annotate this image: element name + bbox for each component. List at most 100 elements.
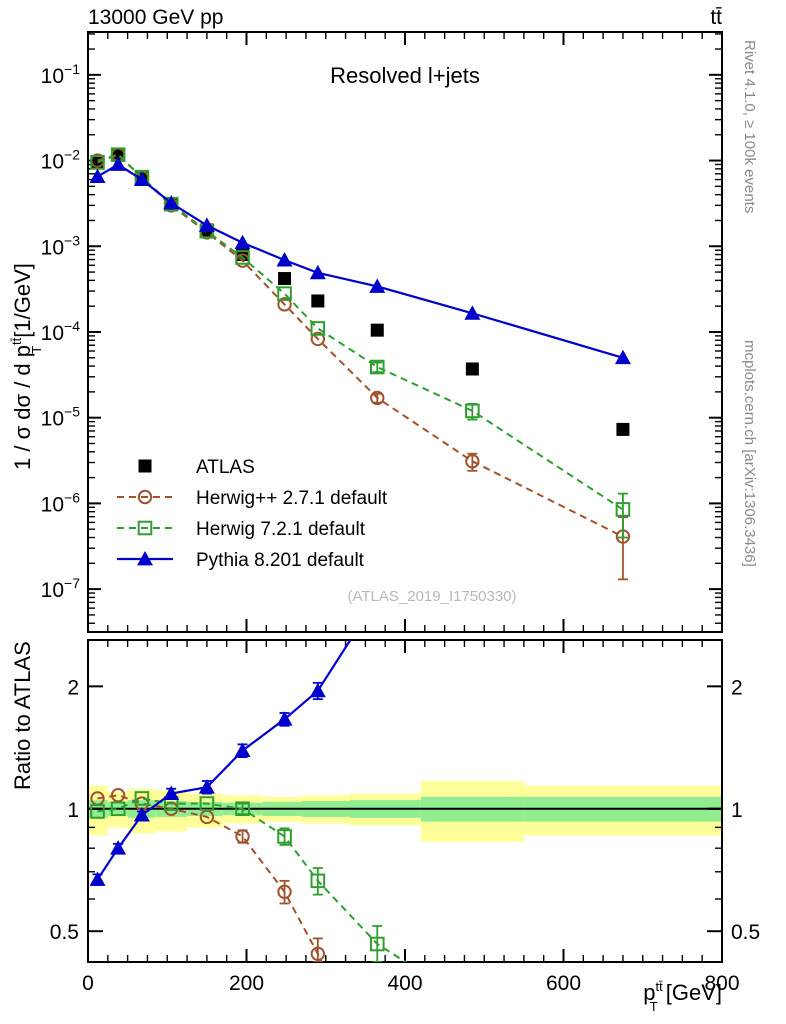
series-line [97, 153, 624, 538]
rivet-version-note: Rivet 4.1.0, ≥ 100k events [741, 40, 758, 213]
svg-text:ptt̄T [GeV]: ptt̄ T [GeV] [643, 979, 722, 1014]
legend-item-atlas[interactable]: ATLAS [138, 457, 255, 478]
ratio-data-point [198, 779, 215, 794]
ratio-data-point [199, 796, 215, 811]
data-point [133, 171, 150, 186]
data-point [163, 194, 180, 210]
ratio-data-point [234, 742, 251, 758]
ratio-data-point [133, 807, 150, 822]
data-point [278, 272, 292, 286]
main-panel-frame [87, 31, 723, 633]
legend-label: Herwig++ 2.7.1 default [196, 488, 388, 509]
ratio-data-point [235, 829, 250, 844]
ratio-data-point [309, 682, 326, 698]
ratio-y-tick-label: 2 [731, 676, 743, 699]
x-tick-label: 400 [387, 972, 422, 995]
ratio-series-pythia [89, 640, 352, 886]
ratio-series-line [97, 794, 323, 962]
legend-marker [137, 489, 153, 505]
ratio-y-tick-label: 2 [67, 676, 79, 699]
ratio-data-point [369, 936, 385, 952]
y-tick-label: 10−4 [41, 318, 81, 345]
ratio-data-point [310, 946, 326, 961]
ratio-yaxis-label: Ratio to ATLAS [10, 641, 35, 790]
data-point [616, 422, 630, 436]
legend-item-herwigpp[interactable]: Herwig++ 2.7.1 default [117, 488, 388, 509]
data-point [311, 294, 325, 308]
y-tick-label: 10−6 [41, 489, 81, 516]
data-point [310, 321, 326, 336]
data-point [370, 390, 385, 406]
data-point [198, 217, 215, 232]
x-tick-label: 800 [704, 972, 739, 995]
legend-label: ATLAS [196, 457, 255, 478]
xaxis-label: ptt̄ T [GeV] [643, 979, 722, 1014]
x-tick-label: 0 [82, 972, 94, 995]
ratio-data-point [110, 787, 126, 803]
ratio-plot-panel: 0 200 400 600 800 2 2 1 1 0.5 0.5 [50, 639, 760, 995]
main-plot-panel: 10−1 10−2 10−3 10−4 10−5 10−6 10−7 [41, 31, 723, 633]
y-tick-label: 10−1 [41, 61, 81, 88]
data-point [276, 252, 293, 267]
svg-text:1 / σ dσ / d ptt̄T [1/GeV]: 1 / σ dσ / d ptt̄ T [1/GeV] [9, 263, 44, 470]
y-tick-label: 10−5 [41, 404, 81, 431]
ratio-data-point [90, 804, 105, 819]
yaxis-label-part-b: [1/GeV] [10, 263, 35, 344]
ratio-y-tick-label: 0.5 [731, 921, 760, 944]
data-point [89, 168, 106, 183]
analysis-id-watermark: (ATLAS_2019_I1750330) [347, 588, 516, 605]
data-point [277, 286, 292, 301]
legend-marker [138, 459, 152, 473]
ratio-data-point [235, 801, 250, 817]
xaxis-label-part-b: [GeV] [660, 980, 722, 1005]
legend-item-herwig[interactable]: Herwig 7.2.1 default [117, 519, 366, 540]
ratio-data-point [134, 791, 150, 806]
y-tick-label: 10−3 [41, 232, 81, 259]
data-point [235, 250, 250, 265]
ratio-data-point [276, 711, 293, 726]
legend-marker [137, 520, 153, 536]
header-beam-label: 13000 GeV pp [88, 6, 223, 29]
data-point [309, 264, 326, 280]
ratio-data-point [89, 871, 106, 886]
data-point [464, 305, 481, 320]
data-point [369, 278, 386, 293]
y-tick-label: 10−7 [41, 575, 81, 602]
xaxis-label-subscript: T [650, 999, 658, 1014]
data-point [277, 297, 292, 312]
data-point [465, 403, 480, 419]
data-point [615, 502, 631, 517]
legend-label: Herwig 7.2.1 default [196, 519, 366, 540]
data-point [234, 234, 251, 250]
yaxis-label-superscript: tt̄ [9, 337, 24, 345]
ratio-data-point [277, 829, 292, 844]
legend-item-pythia[interactable]: Pythia 8.201 default [117, 550, 365, 571]
ratio-data-point [110, 801, 126, 817]
ratio-y-tick-label: 1 [731, 799, 743, 822]
ratio-data-point [310, 873, 326, 889]
data-point [465, 454, 480, 469]
legend-label: Pythia 8.201 default [196, 550, 365, 571]
x-tick-label: 600 [546, 972, 581, 995]
mcplots-reference-note: mcplots.cern.ch [arXiv:1306.3436] [741, 340, 758, 567]
main-yaxis-label: 1 / σ dσ / d ptt̄ T [1/GeV] [9, 263, 44, 470]
x-tick-label: 200 [229, 972, 264, 995]
ratio-y-tick-label: 0.5 [50, 921, 79, 944]
data-point [110, 156, 127, 171]
ratio-data-point [110, 840, 127, 855]
yaxis-label-subscript: T [29, 346, 44, 354]
series-line [97, 153, 624, 511]
data-point [370, 323, 384, 337]
xaxis-label-part-a: p [643, 980, 655, 1005]
data-point [369, 359, 385, 375]
legend-marker [137, 551, 153, 566]
main-series-layer [89, 147, 631, 581]
ratio-data-point [277, 884, 292, 899]
plot-title: Resolved l+jets [330, 63, 480, 88]
data-point [310, 331, 326, 347]
series-pythia [89, 156, 631, 365]
yaxis-label-part-a: 1 / σ dσ / d p [10, 345, 35, 470]
